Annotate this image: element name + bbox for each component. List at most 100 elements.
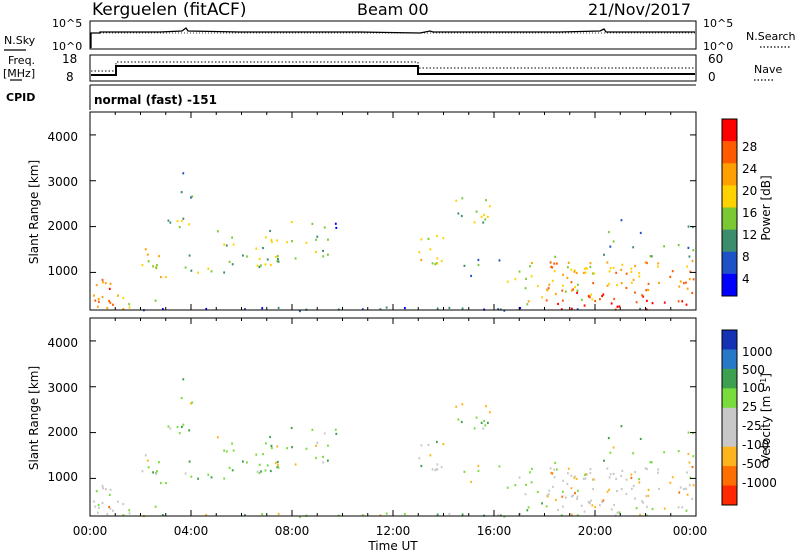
power-echo-cell (225, 244, 228, 247)
velocity-echo-cell (207, 473, 210, 476)
power-echo-cell (553, 270, 556, 273)
power-cb-tick-12: 12 (742, 228, 757, 242)
velocity-echo-cell (182, 423, 185, 426)
power-echo-cell (519, 306, 522, 310)
power-colorbar-swatch (722, 207, 737, 231)
station-title: Kerguelen (fitACF) (92, 0, 246, 20)
power-echo-cell (108, 287, 111, 290)
power-echo-cell (436, 307, 439, 310)
velocity-echo-cell (593, 478, 596, 481)
power-echo-cell (182, 217, 185, 220)
velocity-echo-cell (645, 505, 648, 508)
velocity-echo-cell (620, 474, 623, 478)
velocity-echo-cell (518, 476, 521, 479)
power-echo-cell (620, 282, 623, 285)
velocity-echo-cell (689, 476, 692, 479)
xaxis-label: Time UT (367, 539, 418, 553)
power-plot-frame (90, 112, 696, 310)
power-echo-cell (584, 267, 587, 270)
power-echo-cell (97, 297, 100, 301)
power-echo-cell (647, 282, 650, 285)
velocity-echo-cell (526, 509, 529, 512)
velocity-echo-cell (691, 497, 694, 501)
velocity-echo-cell (616, 511, 619, 514)
power-echo-cell (687, 225, 690, 228)
velocity-echo-cell (225, 450, 228, 453)
power-echo-cell (485, 199, 487, 202)
power-ylabel: Slant Range [km] (27, 160, 41, 264)
power-echo-cell (197, 271, 200, 274)
power-echo-cell (108, 299, 110, 303)
power-echo-cell (122, 297, 125, 300)
power-echo-cell (93, 294, 95, 297)
power-echo-cell (613, 297, 616, 301)
velocity-echo-cell (608, 488, 611, 491)
power-echo-cell (461, 197, 464, 200)
velocity-echo-cell (576, 514, 579, 517)
velocity-echo-cell (156, 470, 158, 473)
velocity-colorbar-swatch (722, 407, 737, 428)
velocity-echo-cell (97, 506, 100, 509)
velocity-echo-cell (555, 468, 558, 471)
velocity-echo-cell (277, 466, 280, 469)
velocity-echo-cell (620, 488, 623, 491)
velocity-echo-cell (102, 487, 104, 490)
power-echo-cell (620, 219, 623, 222)
power-colorbar: 28 24 20 16 12 8 4 Power [dB] (721, 118, 773, 297)
velocity-cb-label-exp: -1 (759, 378, 768, 386)
velocity-echo-cell (436, 468, 439, 471)
power-echo-cell (255, 247, 258, 250)
power-echo-cell (216, 230, 219, 233)
nsky-tick-bottom: 10^0 (52, 40, 82, 53)
velocity-echo-cell (431, 468, 434, 471)
velocity-ytick-3000: 3000 (47, 381, 78, 395)
velocity-echo-cell (146, 459, 149, 462)
freq-panel (89, 54, 697, 82)
velocity-echo-cell (298, 515, 301, 519)
velocity-echo-cell (269, 435, 272, 439)
power-echo-cell (529, 265, 531, 268)
power-echo-cell (95, 284, 98, 287)
velocity-echo-cell (580, 504, 583, 507)
power-echo-cell (679, 280, 682, 283)
power-echo-cell (128, 303, 131, 306)
velocity-echo-cell (188, 460, 191, 463)
power-echo-cell (642, 295, 645, 298)
power-echo-cell (551, 266, 554, 269)
power-echo-cell (101, 278, 104, 282)
power-echo-cell (651, 302, 654, 305)
nsky-tick-top: 10^5 (52, 17, 82, 30)
velocity-echo-cell (460, 420, 463, 424)
power-echo-cell (576, 283, 579, 286)
power-echo-cell (547, 287, 550, 290)
power-echo-cell (499, 308, 502, 311)
power-echo-cell (682, 282, 685, 285)
power-colorbar-swatch (722, 251, 737, 275)
velocity-echo-cell (527, 506, 530, 509)
power-echo-cell (561, 284, 564, 287)
velocity-echo-cell (482, 427, 485, 430)
power-echo-cell (632, 278, 635, 282)
power-echo-cell (610, 302, 613, 305)
nave-label: Nave (754, 63, 782, 76)
power-echo-cell (609, 245, 612, 248)
power-echo-cell (663, 301, 666, 304)
velocity-echo-cell (570, 474, 573, 477)
power-echo-cell (630, 267, 633, 270)
power-echo-cell (570, 289, 573, 292)
power-echo-cell (580, 298, 583, 301)
power-echo-cell (327, 238, 329, 241)
velocity-echo-cell (618, 511, 621, 514)
velocity-echo-cell (182, 378, 185, 381)
vel-cb-tick-100: 100 (742, 381, 765, 395)
power-echo-cell (156, 264, 158, 267)
velocity-echo-cell (190, 475, 193, 478)
power-echo-cell (686, 287, 689, 290)
power-echo-cell (477, 263, 480, 267)
velocity-echo-cell (96, 511, 99, 514)
power-echo-cell (109, 301, 112, 304)
power-echo-cell (101, 295, 104, 299)
power-colorbar-swatch (722, 141, 737, 164)
power-echo-cell (475, 210, 478, 213)
velocity-tick-marks (89, 318, 697, 516)
